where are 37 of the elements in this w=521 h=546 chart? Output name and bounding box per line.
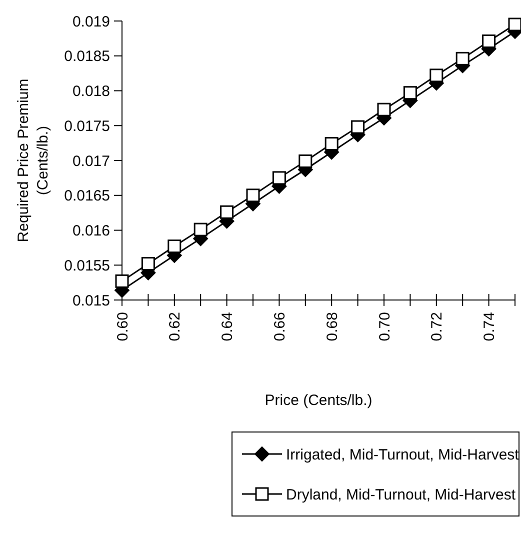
point: [220, 205, 234, 219]
point: [351, 120, 365, 134]
y-tick-label: 0.0175: [64, 118, 110, 135]
x-tick-label: 0.62: [166, 312, 184, 342]
point: [141, 256, 155, 270]
point: [272, 171, 286, 185]
y-tick-label: 0.019: [72, 13, 110, 30]
y-axis-title: Required Price Premium (Cents/lb.): [15, 78, 52, 242]
x-axis-title: Price (Cents/lb.): [264, 392, 372, 409]
x-tick-label: 0.66: [271, 312, 288, 342]
point: [298, 154, 312, 168]
y-tick-label: 0.0165: [64, 188, 110, 205]
point: [194, 222, 208, 236]
y-tick-label: 0.016: [72, 222, 110, 240]
y-tick-label: 0.018: [72, 83, 110, 100]
legend-label: Dryland, Mid-Turnout, Mid-Harvest: [286, 486, 516, 504]
x-tick-label: 0.64: [219, 312, 236, 342]
point: [482, 34, 496, 48]
point: [456, 52, 470, 66]
y-tick-label: 0.0155: [64, 257, 110, 274]
point: [324, 137, 338, 151]
x-tick-label: 0.70: [376, 312, 394, 342]
x-tick-label: 0.60: [114, 312, 132, 342]
point: [403, 86, 417, 100]
point: [508, 18, 521, 32]
y-tick-label: 0.015: [72, 292, 110, 310]
y-tick-label: 0.017: [72, 152, 110, 170]
point: [377, 102, 391, 116]
point: [115, 274, 129, 288]
legend-label: Irrigated, Mid-Turnout, Mid-Harvest: [286, 446, 520, 464]
x-tick-label: 0.68: [324, 312, 341, 342]
point: [246, 188, 260, 202]
point: [168, 240, 182, 254]
x-tick-label: 0.74: [481, 312, 498, 342]
x-tick-label: 0.72: [428, 312, 446, 342]
point: [430, 68, 444, 82]
y-tick-label: 0.0185: [64, 48, 110, 66]
